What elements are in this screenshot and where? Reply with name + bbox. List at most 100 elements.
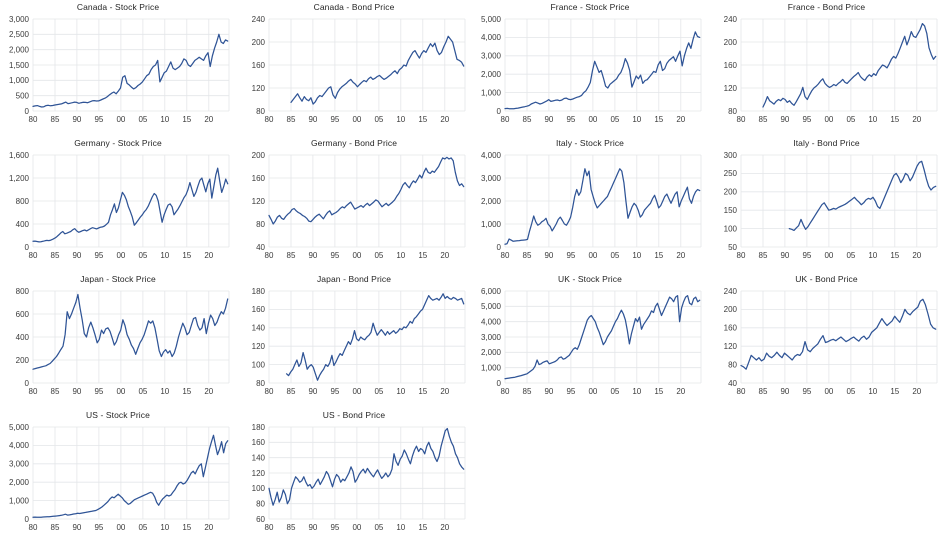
x-axis-tick-label: 00	[116, 387, 125, 396]
x-axis-tick-label: 00	[588, 387, 597, 396]
x-axis-tick-label: 80	[265, 387, 274, 396]
x-axis-tick-label: 80	[501, 251, 510, 260]
x-axis-tick-label: 00	[352, 115, 361, 124]
y-axis-tick-label: 60	[256, 515, 265, 524]
x-axis-tick-label: 05	[138, 115, 147, 124]
price-line	[504, 31, 701, 110]
chart-title: Japan - Stock Price	[80, 274, 156, 284]
x-axis-tick-label: 10	[396, 115, 405, 124]
y-axis-tick-label: 100	[252, 360, 266, 369]
price-line	[740, 298, 937, 370]
x-axis-tick-label: 80	[501, 115, 510, 124]
x-axis-tick-label: 90	[72, 251, 81, 260]
line-chart: 0 400 800 1,200 1,600 80 85 90 95 00 05 10 15 20	[9, 151, 230, 260]
x-axis-tick-label: 20	[912, 387, 921, 396]
x-axis-tick-label: 95	[330, 523, 339, 532]
y-axis-tick-label: 120	[724, 84, 738, 93]
line-chart: 50 100 150 200 250 300 80 85 90 95 00 05 10 15 20	[724, 151, 938, 260]
y-axis-tick-label: 2,000	[9, 46, 30, 55]
y-axis-tick-label: 140	[252, 324, 266, 333]
chart-title: Japan - Bond Price	[316, 274, 392, 284]
y-axis-tick-label: 1,500	[9, 61, 30, 70]
x-axis-tick-label: 15	[182, 115, 191, 124]
y-axis-tick-label: 160	[252, 438, 266, 447]
line-chart: 0 1,000 2,000 3,000 4,000 5,000 80 85 90 95 00 05 10…	[9, 423, 230, 532]
y-axis-tick-label: 2,000	[481, 348, 502, 357]
price-line	[32, 434, 229, 518]
x-axis-tick-label: 90	[544, 251, 553, 260]
price-line	[788, 160, 937, 232]
x-axis-tick-label: 80	[29, 251, 38, 260]
line-chart: 0 1,000 2,000 3,000 4,000 80 85 90 95 00 05 10 15 20	[481, 151, 702, 260]
y-axis-tick-label: 80	[728, 107, 737, 116]
panel-us-stock-price: US - Stock Price 0 1,000 2,000 3,000 4,000 5,…	[0, 408, 236, 544]
chart-title: Canada - Stock Price	[76, 2, 160, 12]
panel-us-bond-price: US - Bond Price 60 80 100 120 140 160 180 80 85 9…	[236, 408, 472, 544]
x-axis-tick-label: 95	[566, 387, 575, 396]
y-axis-tick-label: 800	[16, 287, 30, 296]
x-axis-tick-label: 80	[737, 251, 746, 260]
chart-grid: Canada - Stock Price 0 500 1,000 1,500 2,000…	[0, 0, 945, 532]
y-axis-tick-label: 0	[25, 379, 30, 388]
panel-france-bond-price: France - Bond Price 80 120 160 200 240 80 85 90…	[708, 0, 945, 136]
chart-title: Canada - Bond Price	[313, 2, 395, 12]
x-axis-tick-label: 05	[374, 523, 383, 532]
price-line	[762, 22, 937, 108]
x-axis-tick-label: 15	[654, 387, 663, 396]
y-axis-tick-label: 180	[252, 423, 266, 432]
y-axis-tick-label: 240	[252, 15, 266, 24]
x-axis-tick-label: 10	[396, 387, 405, 396]
x-axis-tick-label: 10	[160, 523, 169, 532]
y-axis-tick-label: 40	[728, 379, 737, 388]
y-axis-tick-label: 200	[724, 38, 738, 47]
x-axis-tick-label: 15	[654, 251, 663, 260]
line-chart: 0 200 400 600 800 80 85 90 95 00 05 10 15 20	[16, 287, 230, 396]
y-axis-tick-label: 80	[256, 220, 265, 229]
line-chart: 0 1,000 2,000 3,000 4,000 5,000 80 85 90 95 00 05 10…	[481, 15, 702, 124]
x-axis-tick-label: 95	[566, 251, 575, 260]
y-axis-tick-label: 0	[497, 107, 502, 116]
panel-japan-stock-price: Japan - Stock Price 0 200 400 600 800 80 85 90 9…	[0, 272, 236, 408]
price-line	[504, 294, 701, 380]
y-axis-tick-label: 0	[25, 107, 30, 116]
y-axis-tick-label: 3,000	[9, 460, 30, 469]
panel-uk-stock-price: UK - Stock Price 0 1,000 2,000 3,000 4,000 5,…	[472, 272, 708, 408]
x-axis-tick-label: 15	[182, 251, 191, 260]
y-axis-tick-label: 3,000	[481, 52, 502, 61]
x-axis-tick-label: 95	[802, 387, 811, 396]
x-axis-tick-label: 95	[94, 115, 103, 124]
y-axis-tick-label: 50	[728, 243, 737, 252]
x-axis-tick-label: 20	[676, 251, 685, 260]
y-axis-tick-label: 2,500	[9, 30, 30, 39]
y-axis-tick-label: 400	[16, 333, 30, 342]
x-axis-tick-label: 00	[352, 523, 361, 532]
y-axis-tick-label: 160	[252, 174, 266, 183]
y-axis-tick-label: 800	[16, 197, 30, 206]
x-axis-tick-label: 15	[182, 523, 191, 532]
panel-germany-stock-price: Germany - Stock Price 0 400 800 1,200 1,600 8…	[0, 136, 236, 272]
y-axis-tick-label: 240	[724, 287, 738, 296]
y-axis-tick-label: 1,000	[481, 364, 502, 373]
x-axis-tick-label: 10	[396, 251, 405, 260]
x-axis-tick-label: 10	[160, 387, 169, 396]
y-axis-tick-label: 120	[252, 197, 266, 206]
x-axis-tick-label: 15	[890, 115, 899, 124]
x-axis-tick-label: 80	[265, 523, 274, 532]
y-axis-tick-label: 3,000	[481, 333, 502, 342]
x-axis-tick-label: 85	[523, 387, 532, 396]
line-chart: 0 500 1,000 1,500 2,000 2,500 3,000 80 85 90 95 00 0…	[9, 15, 230, 124]
x-axis-tick-label: 20	[912, 115, 921, 124]
x-axis-tick-label: 20	[440, 523, 449, 532]
x-axis-tick-label: 05	[138, 523, 147, 532]
y-axis-tick-label: 4,000	[481, 318, 502, 327]
y-axis-tick-label: 5,000	[9, 423, 30, 432]
x-axis-tick-label: 95	[330, 115, 339, 124]
x-axis-tick-label: 20	[440, 251, 449, 260]
x-axis-tick-label: 00	[588, 115, 597, 124]
y-axis-tick-label: 160	[252, 305, 266, 314]
x-axis-tick-label: 15	[418, 251, 427, 260]
x-axis-tick-label: 00	[824, 387, 833, 396]
x-axis-tick-label: 80	[737, 387, 746, 396]
x-axis-tick-label: 85	[287, 523, 296, 532]
